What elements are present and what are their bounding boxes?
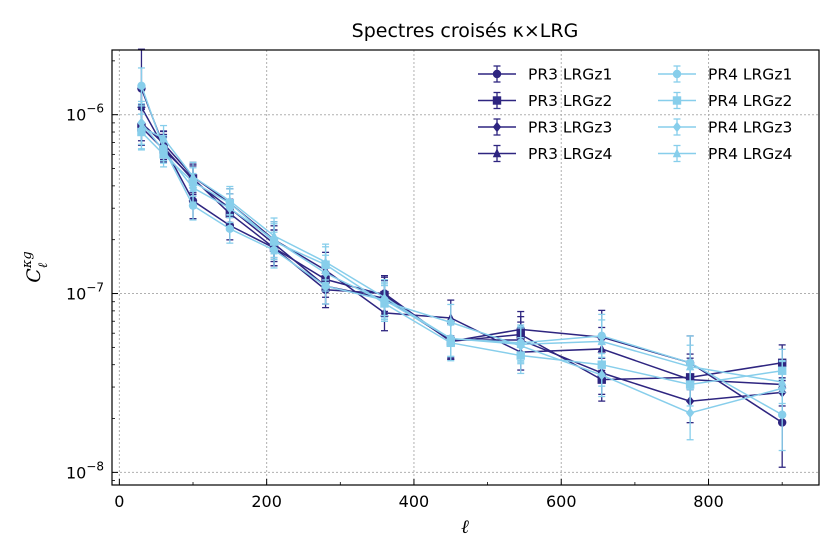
y-axis-label-main: C [23, 268, 45, 283]
data-point [446, 333, 455, 343]
data-point [321, 256, 330, 266]
legend-marker [492, 69, 502, 79]
y-axis-label-subscript: ℓ [36, 262, 51, 268]
data-point [137, 81, 146, 91]
series-line [141, 126, 783, 383]
y-tick-label: 10−7 [66, 281, 104, 304]
y-tick-label: 10−6 [66, 102, 104, 125]
legend-entry: PR3 LRGz2 [478, 91, 612, 110]
legend-marker [492, 148, 502, 158]
legend-entry: PR4 LRGz4 [658, 144, 792, 163]
data-point [188, 201, 198, 210]
legend-label: PR3 LRGz1 [528, 66, 612, 84]
data-point [597, 336, 606, 346]
data-point [269, 230, 279, 240]
legend: PR3 LRGz1 PR3 LRGz2 PR3 LRGz3 PR3 LRGz4 PR4 … [478, 65, 792, 163]
data-point [685, 407, 695, 419]
legend-entry: PR3 LRGz4 [478, 144, 612, 163]
data-point [159, 132, 168, 142]
legend-entry: PR3 LRGz3 [478, 118, 612, 137]
x-tick-label: 600 [546, 492, 577, 511]
series-line [140, 85, 783, 416]
series-line [140, 122, 783, 414]
y-axis-label-text: Cκgℓ [20, 251, 51, 282]
x-tick-label: 800 [693, 492, 724, 511]
data-point [597, 369, 606, 381]
x-axis-label: ℓ [461, 516, 469, 538]
legend-label: PR4 LRGz2 [708, 92, 792, 110]
data-point [225, 224, 235, 234]
legend-marker [672, 148, 682, 158]
data-point [516, 339, 525, 349]
legend-marker [672, 69, 682, 79]
legend-label: PR4 LRGz3 [708, 119, 792, 137]
series-pr4-lrgz4 [137, 105, 787, 405]
legend-label: PR3 LRGz3 [528, 119, 612, 137]
legend-marker [492, 96, 502, 105]
data-point [188, 171, 198, 181]
x-tick-label: 200 [251, 492, 282, 511]
legend-entry: PR4 LRGz2 [658, 91, 792, 110]
plot-frame [111, 49, 820, 486]
series-line [140, 131, 783, 386]
legend-label: PR3 LRGz2 [528, 92, 612, 110]
x-tick-label: 0 [114, 492, 124, 511]
data-point [685, 361, 695, 371]
y-tick-label: 10−8 [66, 459, 104, 482]
axes: 0 200 400 600 800 10−8 10−7 10−6 [66, 60, 783, 511]
data-series [137, 48, 787, 468]
legend-entry: PR4 LRGz3 [658, 118, 792, 137]
legend-label: PR4 LRGz1 [708, 66, 792, 84]
legend-entry: PR3 LRGz1 [478, 65, 612, 84]
data-point [777, 376, 787, 386]
legend-marker [672, 96, 682, 105]
chart-title: Spectres croisés κ×LRG [352, 20, 579, 42]
legend-marker [672, 121, 682, 133]
y-axis-label: Cκgℓ [20, 251, 51, 282]
legend-entry: PR4 LRGz1 [658, 65, 792, 84]
data-point [380, 292, 389, 302]
legend-marker [492, 121, 502, 133]
y-axis-label-superscript: κg [20, 251, 35, 269]
legend-label: PR4 LRGz4 [708, 145, 792, 163]
x-tick-label: 400 [399, 492, 430, 511]
grid [112, 50, 819, 485]
data-point [137, 122, 146, 132]
data-point [225, 195, 235, 205]
legend-label: PR3 LRGz4 [528, 145, 612, 163]
